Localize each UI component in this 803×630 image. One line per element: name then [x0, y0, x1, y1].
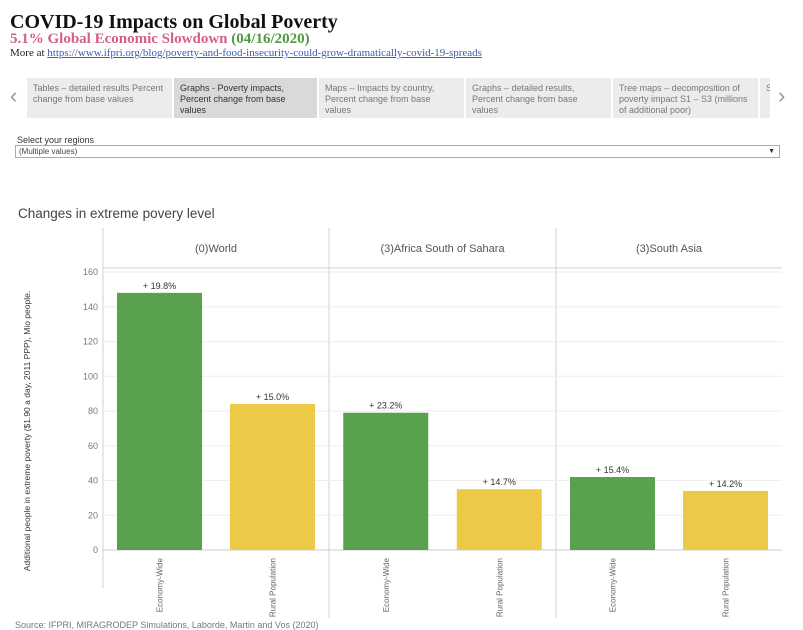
y-axis-label: Additional people in extreme poverty ($1…: [22, 291, 32, 571]
bar-rural-population: [456, 489, 542, 550]
y-tick-label: 60: [88, 441, 98, 451]
y-tick-label: 160: [83, 267, 98, 277]
y-tick-label: 140: [83, 302, 98, 312]
bar-economy-wide: [343, 412, 429, 550]
bar-data-label: + 23.2%: [369, 401, 402, 411]
x-tick-label: Economy-Wide: [382, 557, 391, 612]
chevron-right-icon[interactable]: ›: [778, 83, 786, 108]
bar-data-label: + 15.0%: [256, 392, 289, 402]
y-tick-label: 40: [88, 476, 98, 486]
region-filter-value: (Multiple values): [19, 147, 78, 156]
source-link[interactable]: https://www.ifpri.org/blog/poverty-and-f…: [47, 47, 482, 59]
story-navigator: ‹ Tables – detailed results Percent chan…: [0, 74, 803, 120]
tab-5[interactable]: Tree maps – decomposition of poverty imp…: [613, 78, 758, 118]
tab-6[interactable]: Sc: [760, 78, 770, 118]
poverty-bar-chart: 0 20 40 60 80 100 120 140 160 Additional people i…: [22, 228, 782, 618]
scenario-label: 5.1% Global Economic Slowdown: [10, 31, 228, 47]
chevron-left-icon[interactable]: ‹: [10, 83, 18, 108]
region-filter-dropdown[interactable]: (Multiple values) ▼: [15, 145, 780, 158]
bar-rural-population: [230, 404, 315, 550]
bar-economy-wide: [570, 477, 655, 550]
tab-2[interactable]: Graphs - Poverty impacts, Percent change…: [174, 78, 317, 118]
scenario-date: (04/16/2020): [231, 31, 310, 47]
more-prefix: More at: [10, 47, 45, 59]
bar-economy-wide: [117, 292, 202, 550]
x-tick-label: Economy-Wide: [156, 557, 165, 612]
panel-header: (0)World: [195, 243, 237, 255]
y-tick-label: 0: [93, 545, 98, 555]
y-tick-label: 120: [83, 337, 98, 347]
dashboard-subtitle: 5.1% Global Economic Slowdown (04/16/202…: [10, 31, 310, 48]
bar-data-label: + 15.4%: [596, 465, 629, 475]
dashboard-title: COVID-19 Impacts on Global Poverty: [10, 11, 338, 33]
panel-header: (3)South Asia: [636, 243, 703, 255]
bar-data-label: + 14.7%: [483, 477, 516, 487]
bar-rural-population: [683, 490, 768, 550]
panel-header: (3)Africa South of Sahara: [380, 243, 505, 255]
region-filter-label: Select your regions: [17, 135, 95, 145]
x-tick-label: Rural Population: [269, 558, 278, 617]
x-tick-label: Rural Population: [495, 558, 504, 617]
y-tick-label: 100: [83, 371, 98, 381]
y-tick-label: 20: [88, 510, 98, 520]
x-tick-label: Rural Population: [722, 558, 731, 617]
tab-4[interactable]: Graphs – detailed results, Percent chang…: [466, 78, 611, 118]
bar-data-label: + 14.2%: [709, 479, 742, 489]
more-info-line: More at https://www.ifpri.org/blog/pover…: [10, 47, 482, 59]
tab-1[interactable]: Tables – detailed results Percent change…: [27, 78, 172, 118]
chart-title: Changes in extreme povery level: [18, 206, 215, 221]
tab-list: Tables – detailed results Percent change…: [27, 78, 770, 118]
dropdown-caret-icon: ▼: [768, 148, 775, 155]
x-tick-label: Economy-Wide: [609, 557, 618, 612]
source-footer: Source: IFPRI, MIRAGRODEP Simulations, L…: [15, 620, 319, 630]
y-tick-label: 80: [88, 406, 98, 416]
bar-data-label: + 19.8%: [143, 281, 176, 291]
tab-3[interactable]: Maps – Impacts by country, Percent chang…: [319, 78, 464, 118]
